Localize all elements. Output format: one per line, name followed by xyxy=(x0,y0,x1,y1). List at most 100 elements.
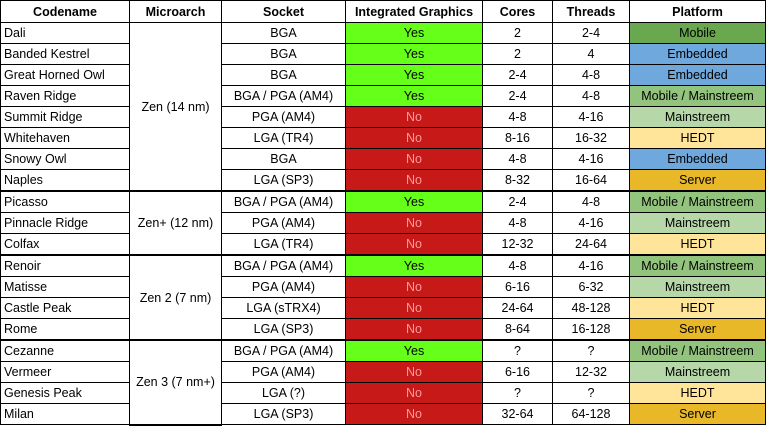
cores-cell: 8-64 xyxy=(482,318,553,341)
socket-cell: LGA (SP3) xyxy=(221,403,346,425)
codename-cell: Renoir xyxy=(0,254,130,277)
socket-cell: BGA xyxy=(221,43,346,65)
threads-cell: 4-16 xyxy=(552,254,630,277)
socket-cell: LGA (sTRX4) xyxy=(221,297,346,319)
integrated-graphics-cell: No xyxy=(345,148,483,170)
table-row: Banded Kestrel BGA Yes 2 4 Embedded xyxy=(0,43,766,65)
cores-cell: 6-16 xyxy=(482,361,553,383)
platform-cell: Mainstreem xyxy=(629,276,766,298)
threads-cell: 48-128 xyxy=(552,297,630,319)
integrated-graphics-cell: Yes xyxy=(345,339,483,362)
platform-cell: Mainstreem xyxy=(629,212,766,234)
codename-cell: Colfax xyxy=(0,233,130,256)
platform-cell: HEDT xyxy=(629,233,766,256)
platform-cell: Mobile / Mainstreem xyxy=(629,339,766,362)
table-row: Castle Peak LGA (sTRX4) No 24-64 48-128 HEDT xyxy=(0,297,766,319)
codename-cell: Matisse xyxy=(0,276,130,298)
socket-cell: BGA / PGA (AM4) xyxy=(221,254,346,277)
platform-cell: Server xyxy=(629,169,766,192)
table-row: Dali Zen (14 nm) BGA Yes 2 2-4 Mobile xyxy=(0,22,766,192)
codename-cell: Snowy Owl xyxy=(0,148,130,170)
integrated-graphics-cell: No xyxy=(345,106,483,128)
cores-cell: 4-8 xyxy=(482,106,553,128)
platform-cell: Mobile / Mainstreem xyxy=(629,190,766,213)
codename-cell: Pinnacle Ridge xyxy=(0,212,130,234)
threads-cell: 4-16 xyxy=(552,148,630,170)
cores-cell: 2-4 xyxy=(482,190,553,213)
codename-cell: Naples xyxy=(0,169,130,192)
threads-cell: 4-8 xyxy=(552,85,630,107)
microarch-cell: Zen+ (12 nm) xyxy=(129,190,222,256)
socket-cell: BGA xyxy=(221,148,346,170)
threads-cell: 24-64 xyxy=(552,233,630,256)
threads-cell: 16-32 xyxy=(552,127,630,149)
socket-cell: LGA (TR4) xyxy=(221,233,346,256)
platform-cell: Mainstreem xyxy=(629,361,766,383)
header-integrated-graphics: Integrated Graphics xyxy=(345,0,483,23)
socket-cell: LGA (SP3) xyxy=(221,169,346,192)
table-row: Cezanne Zen 3 (7 nm+) BGA / PGA (AM4) Yes??… xyxy=(0,339,766,426)
table-row: Snowy Owl BGA No 4-8 4-16 Embedded xyxy=(0,148,766,170)
platform-cell: Mobile xyxy=(629,22,766,44)
socket-cell: LGA (TR4) xyxy=(221,127,346,149)
platform-cell: Mainstreem xyxy=(629,106,766,128)
cores-cell: ? xyxy=(482,339,553,362)
cores-cell: 2 xyxy=(482,22,553,44)
socket-cell: BGA xyxy=(221,22,346,44)
microarch-cell: Zen 2 (7 nm) xyxy=(129,254,222,341)
microarch-cell: Zen 3 (7 nm+) xyxy=(129,339,222,426)
header-threads: Threads xyxy=(552,0,630,23)
platform-cell: Embedded xyxy=(629,148,766,170)
platform-cell: Mobile / Mainstreem xyxy=(629,85,766,107)
table-row: Raven Ridge BGA / PGA (AM4) Yes 2-4 4-8 Mobil… xyxy=(0,85,766,107)
threads-cell: 2-4 xyxy=(552,22,630,44)
socket-cell: LGA (SP3) xyxy=(221,318,346,341)
cores-cell: 24-64 xyxy=(482,297,553,319)
table-row: Whitehaven LGA (TR4) No 8-16 16-32 HEDT xyxy=(0,127,766,149)
codename-cell: Milan xyxy=(0,403,130,425)
threads-cell: 16-64 xyxy=(552,169,630,192)
table-row: Matisse PGA (AM4) No 6-16 6-32 Mainstreem xyxy=(0,276,766,298)
codename-cell: Great Horned Owl xyxy=(0,64,130,86)
integrated-graphics-cell: No xyxy=(345,233,483,256)
codename-cell: Vermeer xyxy=(0,361,130,383)
header-cores: Cores xyxy=(482,0,553,23)
integrated-graphics-cell: Yes xyxy=(345,22,483,44)
integrated-graphics-cell: No xyxy=(345,276,483,298)
integrated-graphics-cell: No xyxy=(345,127,483,149)
table-row: Vermeer PGA (AM4) No 6-16 12-32 Mainstreem xyxy=(0,361,766,383)
integrated-graphics-cell: Yes xyxy=(345,64,483,86)
threads-cell: 4-8 xyxy=(552,190,630,213)
integrated-graphics-cell: No xyxy=(345,403,483,425)
cores-cell: 2-4 xyxy=(482,85,553,107)
integrated-graphics-cell: Yes xyxy=(345,190,483,213)
codename-cell: Raven Ridge xyxy=(0,85,130,107)
threads-cell: 12-32 xyxy=(552,361,630,383)
codename-cell: Castle Peak xyxy=(0,297,130,319)
cores-cell: 6-16 xyxy=(482,276,553,298)
codename-cell: Genesis Peak xyxy=(0,382,130,404)
codename-cell: Dali xyxy=(0,22,130,44)
platform-cell: HEDT xyxy=(629,382,766,404)
threads-cell: 4-16 xyxy=(552,106,630,128)
codename-cell: Summit Ridge xyxy=(0,106,130,128)
codename-cell: Banded Kestrel xyxy=(0,43,130,65)
integrated-graphics-cell: Yes xyxy=(345,43,483,65)
table-row: Summit Ridge PGA (AM4) No 4-8 4-16 Mainstreem xyxy=(0,106,766,128)
cores-cell: 2-4 xyxy=(482,64,553,86)
integrated-graphics-cell: Yes xyxy=(345,254,483,277)
threads-cell: 4-16 xyxy=(552,212,630,234)
platform-cell: Embedded xyxy=(629,64,766,86)
header-codename: Codename xyxy=(0,0,130,23)
socket-cell: BGA / PGA (AM4) xyxy=(221,85,346,107)
integrated-graphics-cell: No xyxy=(345,361,483,383)
socket-cell: PGA (AM4) xyxy=(221,361,346,383)
table-body: Dali Zen (14 nm) BGA Yes 2 2-4 Mobile Banded Ke… xyxy=(0,22,766,426)
integrated-graphics-cell: No xyxy=(345,169,483,192)
codename-cell: Whitehaven xyxy=(0,127,130,149)
table-row: Great Horned Owl BGA Yes 2-4 4-8 Embedded xyxy=(0,64,766,86)
platform-cell: Server xyxy=(629,318,766,341)
platform-cell: Server xyxy=(629,403,766,425)
platform-cell: HEDT xyxy=(629,297,766,319)
